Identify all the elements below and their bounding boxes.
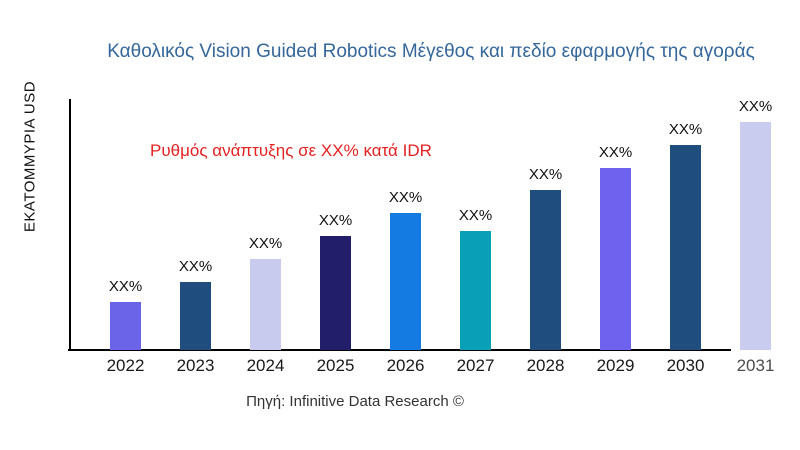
growth-rate-annotation: Ρυθμός ανάπτυξης σε XX% κατά IDR bbox=[150, 141, 432, 160]
x-tick-label-2023: 2023 bbox=[176, 356, 215, 375]
x-tick-label-2022: 2022 bbox=[106, 356, 145, 375]
bar-value-label-2028: XX% bbox=[528, 166, 563, 183]
bar-value-label-2023: XX% bbox=[178, 258, 213, 275]
bar-2025 bbox=[320, 236, 351, 350]
x-axis-line bbox=[68, 349, 731, 351]
x-tick-label-2027: 2027 bbox=[456, 356, 495, 375]
bar-value-label-2031: XX% bbox=[738, 98, 773, 115]
x-tick-label-2025: 2025 bbox=[316, 356, 355, 375]
bar-value-label-2025: XX% bbox=[318, 212, 353, 229]
bar-2022 bbox=[110, 302, 141, 350]
bar-value-label-2022: XX% bbox=[108, 278, 143, 295]
bar-2024 bbox=[250, 259, 281, 350]
x-tick-label-2026: 2026 bbox=[386, 356, 425, 375]
bar-2023 bbox=[180, 282, 211, 350]
bar-2026 bbox=[390, 213, 421, 350]
bar-2030 bbox=[670, 145, 701, 350]
x-tick-label-2031: 2031 bbox=[736, 356, 775, 375]
bar-value-label-2027: XX% bbox=[458, 207, 493, 224]
source-attribution: Πηγή: Infinitive Data Research © bbox=[246, 393, 464, 410]
x-tick-label-2024: 2024 bbox=[246, 356, 285, 375]
x-tick-label-2028: 2028 bbox=[526, 356, 565, 375]
x-tick-label-2030: 2030 bbox=[666, 356, 705, 375]
bar-value-label-2024: XX% bbox=[248, 235, 283, 252]
bar-2027 bbox=[460, 231, 491, 350]
y-axis-label: ΕΚΑΤΟΜΜΥΡΙΑ USD bbox=[21, 80, 39, 233]
y-axis-line bbox=[69, 99, 71, 351]
bar-value-label-2030: XX% bbox=[668, 121, 703, 138]
bar-2029 bbox=[600, 168, 631, 350]
bar-value-label-2029: XX% bbox=[598, 144, 633, 161]
chart-title: Καθολικός Vision Guided Robotics Μέγεθος… bbox=[107, 41, 755, 62]
bar-2028 bbox=[530, 190, 561, 350]
bar-2031 bbox=[740, 122, 771, 350]
x-tick-label-2029: 2029 bbox=[596, 356, 635, 375]
bar-value-label-2026: XX% bbox=[388, 189, 423, 206]
